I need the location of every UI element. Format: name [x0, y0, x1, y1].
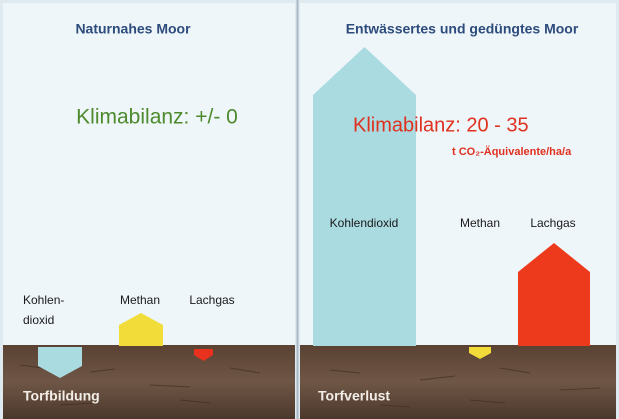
right-soil	[300, 345, 616, 419]
panel-title: Entwässertes und gedüngtes Moor	[346, 21, 579, 37]
diagram: Naturnahes Moor Klimabilanz: +/- 0 Kohle…	[0, 0, 619, 419]
gas-label: Lachgas	[530, 216, 575, 230]
panel-title: Naturnahes Moor	[75, 21, 191, 37]
gas-label: dioxid	[23, 313, 54, 327]
co2-emission-arrow	[313, 47, 416, 346]
gas-label: Methan	[120, 293, 160, 307]
gas-label: Methan	[460, 216, 500, 230]
gas-label: Kohlen-	[23, 293, 64, 307]
soil-label: Torfbildung	[23, 388, 100, 404]
page: {"left": {"title": "Naturnahes Moor", "b…	[0, 0, 619, 419]
climate-balance: Klimabilanz: 20 - 35	[353, 114, 529, 136]
soil-label: Torfverlust	[318, 388, 390, 404]
unit: t CO₂-Äquivalente/ha/a	[452, 145, 572, 158]
gas-label: Lachgas	[189, 293, 234, 307]
gas-label: Kohlendioxid	[330, 216, 399, 230]
climate-balance: Klimabilanz: +/- 0	[76, 106, 238, 129]
